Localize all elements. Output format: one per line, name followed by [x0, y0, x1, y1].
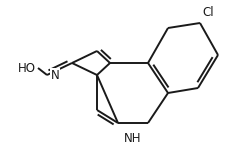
- Text: Cl: Cl: [202, 5, 214, 19]
- Text: NH: NH: [124, 132, 142, 145]
- Text: N: N: [51, 68, 59, 81]
- Text: HO: HO: [18, 62, 36, 75]
